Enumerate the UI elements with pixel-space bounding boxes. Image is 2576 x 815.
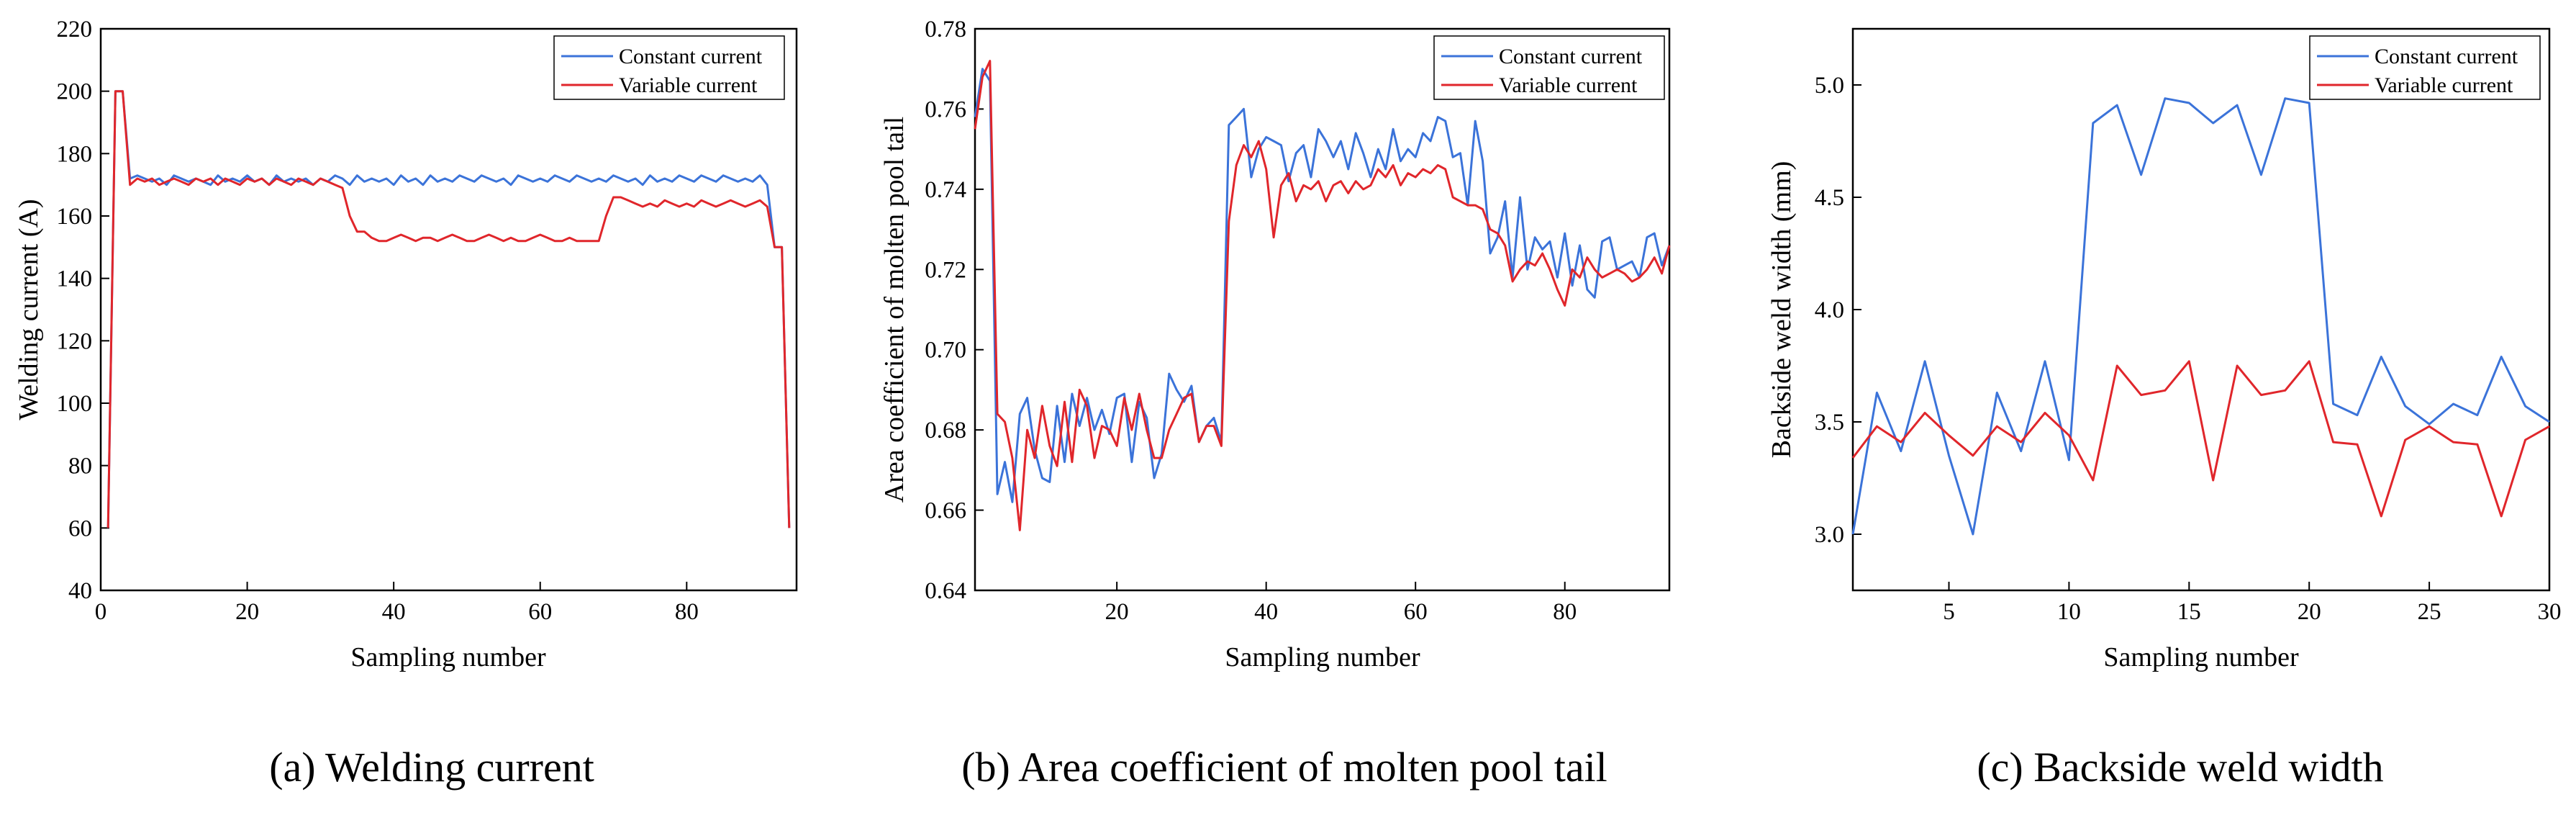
x-axis-title: Sampling number — [350, 642, 546, 672]
x-tick-label: 10 — [2057, 599, 2081, 625]
x-tick-label: 40 — [382, 599, 406, 625]
series-line-variable-current — [1851, 360, 2550, 518]
y-tick-label: 0.76 — [925, 96, 966, 122]
series-lines — [1851, 97, 2550, 536]
x-axis: 20 40 60 80 — [1105, 582, 1577, 625]
y-tick-label: 0.72 — [925, 257, 966, 283]
y-axis: 40 60 80 100 120 140 160 180 200 220 — [57, 17, 109, 604]
y-tick-label: 3.0 — [1815, 522, 1844, 548]
panel-backside-weld-width: 5 10 15 20 25 30 3.0 3.5 4.0 4.5 5.0 Sampling num… — [1767, 27, 2562, 791]
panel-caption: (a) Welding current — [269, 744, 594, 791]
x-axis-title: Sampling number — [1225, 642, 1420, 672]
panel-caption: (c) Backside weld width — [1977, 744, 2383, 791]
y-tick-label: 0.78 — [925, 17, 966, 42]
legend-label-variable: Variable current — [2375, 73, 2513, 97]
legend: Constant current Variable current — [1433, 35, 1665, 100]
y-tick-label: 3.5 — [1815, 410, 1844, 436]
x-tick-label: 5 — [1943, 599, 1955, 625]
x-tick-label: 20 — [2298, 599, 2321, 625]
y-tick-label: 0.68 — [925, 418, 966, 443]
legend-label-variable: Variable current — [619, 73, 758, 97]
legend-label-constant: Constant current — [1499, 45, 1643, 68]
y-tick-label: 200 — [57, 79, 93, 105]
y-tick-label: 140 — [57, 266, 93, 292]
x-axis: 5 10 15 20 25 30 — [1943, 582, 2562, 625]
y-axis-title: Welding current (A) — [14, 199, 44, 420]
x-tick-label: 30 — [2538, 599, 2562, 625]
y-axis-title: Area coefficient of molten pool tail — [879, 117, 910, 503]
plot-frame — [99, 27, 798, 592]
plot-frame — [974, 27, 1671, 592]
y-tick-label: 0.64 — [925, 578, 966, 604]
panel-area-coefficient: 20 40 60 80 0.64 0.66 0.68 0.70 0.72 0.74 0.76 0.7… — [879, 17, 1671, 791]
series-line-constant-current — [106, 90, 791, 528]
x-tick-label: 60 — [528, 599, 552, 625]
y-tick-label: 0.74 — [925, 177, 966, 203]
y-tick-label: 4.5 — [1815, 185, 1844, 211]
panel-caption: (b) Area coefficient of molten pool tail — [961, 744, 1607, 791]
y-axis-title: Backside weld width (mm) — [1767, 161, 1797, 459]
legend-box — [553, 35, 785, 100]
legend-label-constant: Constant current — [2375, 45, 2518, 68]
x-axis: 0 20 40 60 80 — [95, 582, 699, 625]
y-tick-label: 5.0 — [1815, 73, 1844, 99]
y-tick-label: 0.66 — [925, 498, 966, 524]
series-line-constant-current — [974, 68, 1671, 503]
x-tick-label: 15 — [2177, 599, 2201, 625]
panel-welding-current: 0 20 40 60 80 40 60 80 100 120 140 160 180 200 220 Sa… — [14, 17, 798, 791]
y-axis: 0.64 0.66 0.68 0.70 0.72 0.74 0.76 0.78 — [925, 17, 984, 604]
y-tick-label: 40 — [68, 578, 92, 604]
y-tick-label: 100 — [57, 391, 93, 417]
x-tick-label: 60 — [1404, 599, 1428, 625]
y-tick-label: 160 — [57, 204, 93, 230]
y-tick-label: 0.70 — [925, 338, 966, 364]
y-axis: 3.0 3.5 4.0 4.5 5.0 — [1815, 73, 1861, 548]
x-tick-label: 20 — [235, 599, 259, 625]
legend-label-variable: Variable current — [1499, 73, 1638, 97]
series-line-constant-current — [1851, 97, 2550, 536]
x-tick-label: 25 — [2418, 599, 2441, 625]
legend: Constant current Variable current — [553, 35, 785, 100]
x-tick-label: 40 — [1254, 599, 1278, 625]
legend: Constant current Variable current — [2309, 35, 2541, 100]
y-tick-label: 120 — [57, 328, 93, 354]
y-tick-label: 60 — [68, 515, 92, 541]
x-tick-label: 80 — [675, 599, 699, 625]
series-line-variable-current — [974, 60, 1671, 531]
x-tick-label: 20 — [1105, 599, 1129, 625]
x-tick-label: 80 — [1553, 599, 1577, 625]
series-lines — [106, 90, 791, 528]
legend-label-constant: Constant current — [619, 45, 763, 68]
legend-box — [2309, 35, 2541, 100]
series-lines — [974, 60, 1671, 531]
x-tick-label: 0 — [95, 599, 107, 625]
y-tick-label: 4.0 — [1815, 297, 1844, 323]
y-tick-label: 80 — [68, 454, 92, 479]
series-line-variable-current — [106, 90, 791, 528]
y-tick-label: 220 — [57, 17, 93, 42]
x-axis-title: Sampling number — [2103, 642, 2299, 672]
legend-box — [1433, 35, 1665, 100]
y-tick-label: 180 — [57, 141, 93, 167]
